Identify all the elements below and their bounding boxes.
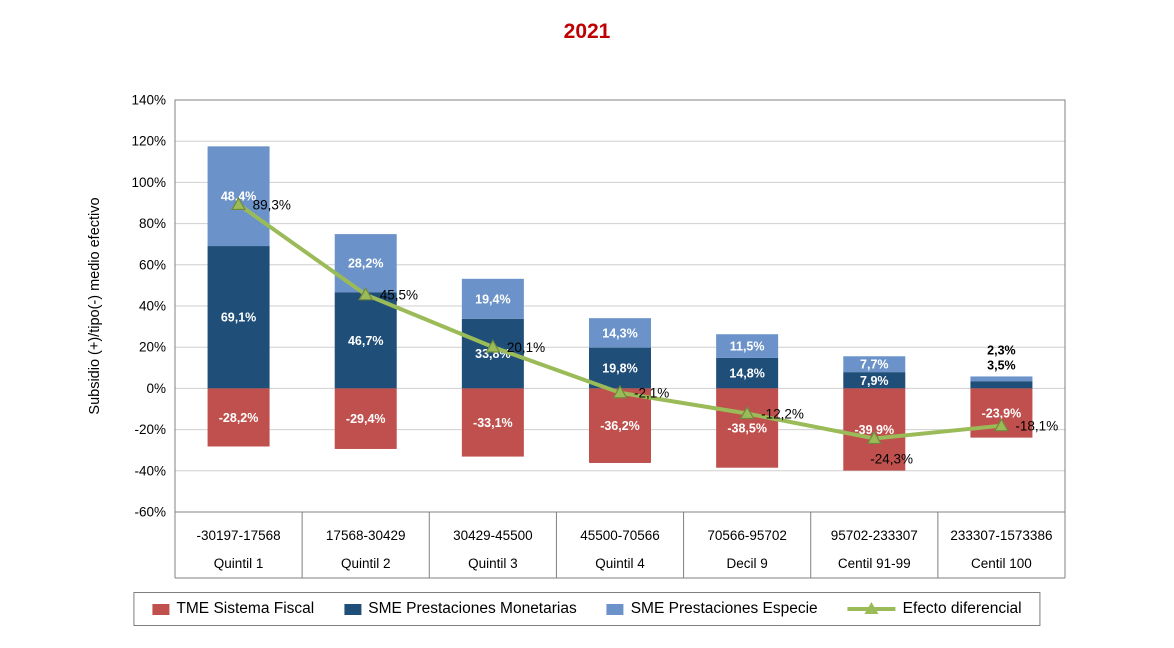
bar-label: -23,9% [982, 407, 1022, 421]
bar-segment-tme [461, 388, 524, 457]
category-name-label: Quintil 4 [595, 556, 645, 571]
bar-segment-monetarias [334, 292, 397, 389]
category-range-label: -30197-17568 [197, 528, 281, 543]
category-name-label: Quintil 3 [468, 556, 518, 571]
bar-segment-tme [207, 388, 270, 447]
bar-label: 7,7% [860, 358, 889, 372]
legend-item-sme-prestaciones-especie: SME Prestaciones Especie [606, 600, 818, 618]
y-tick-label: -40% [134, 463, 166, 478]
y-tick-label: 20% [139, 340, 166, 355]
bar-segment-especie [461, 278, 524, 319]
legend-line-sample-icon [847, 602, 896, 616]
bar-label: 19,8% [602, 362, 637, 376]
line-marker-icon [993, 417, 1009, 432]
legend-label: TME Sistema Fiscal [176, 600, 315, 617]
legend: TME Sistema Fiscal SME Prestaciones Mone… [133, 592, 1041, 626]
bar-label: -39,9% [854, 423, 894, 437]
category-name-label: Quintil 2 [341, 556, 391, 571]
line-marker-icon [866, 430, 882, 445]
bar-label: -36,2% [600, 419, 640, 433]
legend-label: SME Prestaciones Especie [630, 600, 818, 617]
category-range-label: 45500-70566 [580, 528, 660, 543]
bar-segment-monetarias [207, 246, 270, 389]
category-range-label: 70566-95702 [707, 528, 787, 543]
line-point-label: 20,1% [507, 340, 545, 355]
line-point-label: 89,3% [253, 197, 291, 212]
legend-swatch-lightblue-icon [606, 603, 624, 615]
bar-segment-monetarias [589, 347, 651, 389]
plot-border [174, 99, 1066, 513]
category-range-label: 233307-1573386 [950, 528, 1052, 543]
bar-label: 14,3% [602, 326, 637, 340]
line-marker-icon [612, 385, 628, 399]
legend-swatch-darkblue-icon [344, 603, 362, 615]
y-tick-label: 0% [146, 381, 166, 396]
bar-segment-especie [589, 318, 651, 348]
legend-item-sme-prestaciones-monetarias: SME Prestaciones Monetarias [344, 600, 577, 618]
bar-segment-monetarias [843, 372, 906, 389]
category-range-label: 95702-233307 [831, 528, 918, 543]
legend-swatch-red-icon [152, 603, 170, 615]
line-point-label: 45,5% [380, 288, 418, 303]
category-name-label: Centil 91-99 [838, 556, 911, 571]
y-tick-label: -60% [134, 505, 166, 520]
line-marker-icon [485, 339, 501, 353]
line-point-label: -24,3% [870, 451, 913, 466]
y-tick-label: 60% [139, 257, 166, 272]
line-point-label: -18,1% [1015, 419, 1058, 434]
bar-label: -38,5% [727, 422, 767, 436]
line-marker-icon [739, 405, 755, 420]
bar-segment-monetarias [716, 357, 779, 389]
bar-segment-especie [334, 234, 397, 293]
line-point-label: -12,2% [761, 407, 804, 422]
bar-segment-tme [334, 388, 397, 449]
bar-label: -33,1% [473, 416, 513, 430]
bar-segment-monetarias [970, 381, 1033, 389]
bar-label-outside: 2,3% [987, 343, 1016, 357]
bar-label: 46,7% [348, 334, 383, 348]
category-range-label: 30429-45500 [453, 528, 533, 543]
legend-label: Efecto diferencial [902, 600, 1022, 617]
category-name-label: Centil 100 [971, 556, 1032, 571]
y-tick-label: 140% [131, 93, 166, 108]
category-name-label: Quintil 1 [214, 556, 264, 571]
bar-segment-tme [589, 388, 651, 463]
bar-label: 19,4% [475, 292, 510, 306]
y-tick-label: 100% [131, 175, 166, 190]
bar-label: 69,1% [221, 311, 256, 325]
y-tick-label: 40% [139, 299, 166, 314]
bar-label: 48,4% [221, 190, 256, 204]
bar-segment-especie [970, 376, 1033, 382]
legend-item-efecto-diferencial: Efecto diferencial [847, 600, 1022, 618]
bar-segment-especie [207, 146, 270, 247]
y-tick-label: -20% [134, 422, 166, 437]
bar-segment-tme [843, 388, 906, 471]
line-point-label: -2,1% [634, 386, 669, 401]
legend-triangle-marker-icon [864, 602, 879, 614]
line-marker-icon [358, 286, 374, 301]
bar-label: 7,9% [860, 374, 889, 388]
bar-segment-especie [716, 334, 779, 358]
y-tick-label: 80% [139, 216, 166, 231]
bar-segment-tme [716, 388, 779, 468]
bar-segment-especie [843, 356, 906, 373]
category-range-label: 17568-30429 [326, 528, 406, 543]
line-marker-icon [231, 196, 247, 211]
bar-label: -28,2% [219, 411, 259, 425]
bar-label: 14,8% [729, 367, 764, 381]
legend-label: SME Prestaciones Monetarias [368, 600, 577, 617]
legend-item-tme-sistema-fiscal: TME Sistema Fiscal [152, 600, 314, 618]
bar-label: 11,5% [730, 340, 765, 354]
bar-label-outside: 3,5% [987, 358, 1016, 372]
bar-label: -29,4% [346, 412, 386, 426]
y-tick-label: 120% [131, 134, 166, 149]
category-name-label: Decil 9 [727, 556, 768, 571]
chart-title: 2021 [563, 20, 611, 43]
bar-label: 28,2% [348, 257, 383, 271]
